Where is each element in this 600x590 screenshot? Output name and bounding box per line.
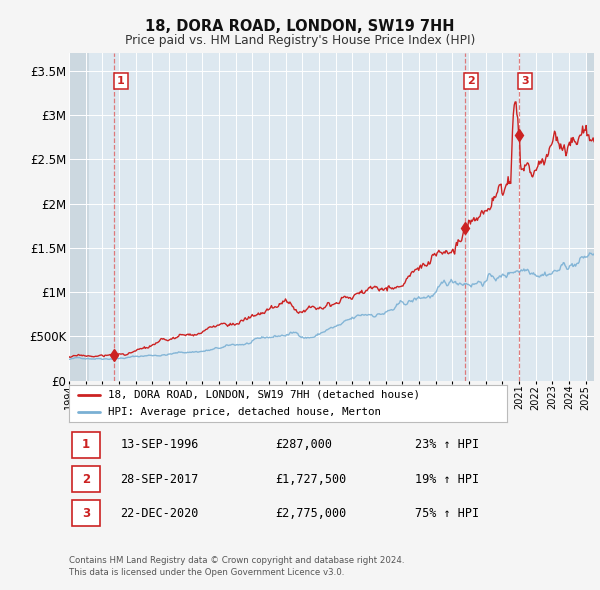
Bar bbox=[69, 53, 89, 381]
Text: £2,775,000: £2,775,000 bbox=[275, 507, 347, 520]
FancyBboxPatch shape bbox=[71, 432, 100, 458]
Text: 18, DORA ROAD, LONDON, SW19 7HH (detached house): 18, DORA ROAD, LONDON, SW19 7HH (detache… bbox=[109, 390, 421, 400]
Text: £287,000: £287,000 bbox=[275, 438, 332, 451]
Text: 3: 3 bbox=[82, 507, 90, 520]
Text: 1: 1 bbox=[116, 76, 124, 86]
FancyBboxPatch shape bbox=[71, 500, 100, 526]
Text: HPI: Average price, detached house, Merton: HPI: Average price, detached house, Mert… bbox=[109, 407, 382, 417]
Text: 3: 3 bbox=[521, 76, 529, 86]
Text: 2: 2 bbox=[82, 473, 90, 486]
Text: 1: 1 bbox=[82, 438, 90, 451]
FancyBboxPatch shape bbox=[71, 466, 100, 492]
Text: 23% ↑ HPI: 23% ↑ HPI bbox=[415, 438, 479, 451]
Bar bbox=[586, 53, 594, 381]
Text: Price paid vs. HM Land Registry's House Price Index (HPI): Price paid vs. HM Land Registry's House … bbox=[125, 34, 475, 47]
Text: 28-SEP-2017: 28-SEP-2017 bbox=[121, 473, 199, 486]
Text: 2: 2 bbox=[467, 76, 475, 86]
Text: Contains HM Land Registry data © Crown copyright and database right 2024.
This d: Contains HM Land Registry data © Crown c… bbox=[69, 556, 404, 577]
Text: 18, DORA ROAD, LONDON, SW19 7HH: 18, DORA ROAD, LONDON, SW19 7HH bbox=[145, 19, 455, 34]
Text: 13-SEP-1996: 13-SEP-1996 bbox=[121, 438, 199, 451]
Text: £1,727,500: £1,727,500 bbox=[275, 473, 347, 486]
Text: 22-DEC-2020: 22-DEC-2020 bbox=[121, 507, 199, 520]
Text: 19% ↑ HPI: 19% ↑ HPI bbox=[415, 473, 479, 486]
Text: 75% ↑ HPI: 75% ↑ HPI bbox=[415, 507, 479, 520]
